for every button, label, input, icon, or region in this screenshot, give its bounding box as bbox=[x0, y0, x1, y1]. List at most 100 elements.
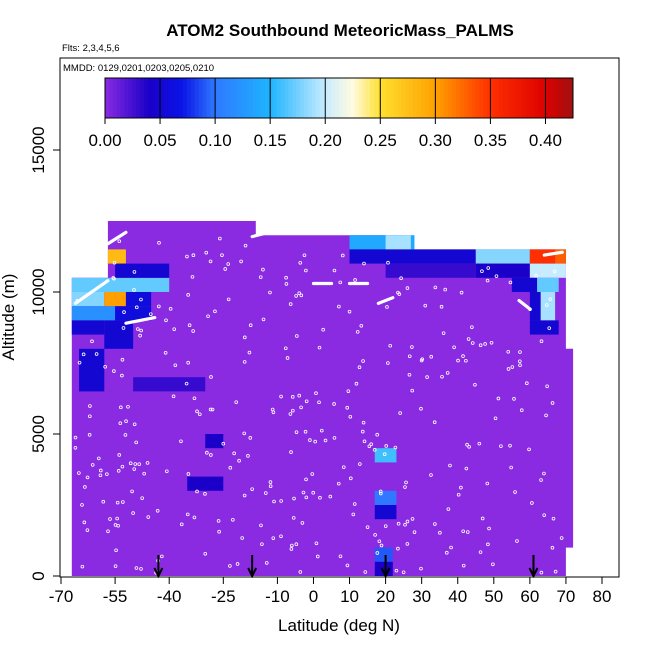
sample-point bbox=[139, 328, 143, 333]
colorbar-tick-label: 0.30 bbox=[419, 131, 452, 150]
sample-point bbox=[545, 384, 549, 389]
heatmap-cell bbox=[537, 277, 559, 292]
sample-point bbox=[317, 400, 321, 405]
sample-point bbox=[118, 421, 123, 426]
sample-point bbox=[336, 481, 341, 486]
colorbar-segment bbox=[155, 78, 161, 118]
colorbar-segment bbox=[424, 78, 430, 118]
heatmap-cell bbox=[529, 249, 556, 264]
sample-point bbox=[550, 545, 555, 550]
sample-point bbox=[208, 259, 213, 264]
sample-point bbox=[345, 405, 350, 410]
sample-point bbox=[195, 489, 199, 494]
sample-point bbox=[377, 539, 382, 544]
colorbar-segment bbox=[159, 78, 164, 118]
y-axis-label: Altitude (m) bbox=[0, 274, 18, 361]
sample-point bbox=[375, 551, 380, 555]
sample-point bbox=[299, 293, 304, 298]
sample-point bbox=[234, 400, 239, 404]
sample-point bbox=[288, 302, 293, 306]
sample-point bbox=[403, 522, 407, 527]
sample-point bbox=[112, 369, 116, 373]
heatmap-cell bbox=[71, 320, 105, 335]
sample-point bbox=[187, 323, 192, 327]
sample-point bbox=[90, 463, 95, 467]
sample-point bbox=[405, 519, 410, 524]
colorbar-segment bbox=[389, 78, 395, 118]
sample-point bbox=[237, 458, 241, 463]
x-tick-label: -40 bbox=[157, 587, 182, 606]
sample-point bbox=[346, 389, 351, 393]
colorbar-segment bbox=[288, 78, 293, 118]
sample-point bbox=[290, 543, 294, 548]
sample-point bbox=[452, 345, 456, 350]
flight-track bbox=[73, 279, 110, 305]
sample-point bbox=[461, 529, 465, 534]
heatmap-cell bbox=[374, 490, 397, 505]
sample-point bbox=[429, 354, 434, 359]
sample-point bbox=[518, 363, 522, 368]
colorbar-segment bbox=[541, 78, 547, 118]
colorbar-segment bbox=[342, 78, 348, 118]
sample-point bbox=[155, 508, 160, 513]
colorbar-segment bbox=[495, 78, 500, 118]
sample-point bbox=[137, 462, 141, 466]
sample-point bbox=[164, 318, 168, 323]
colorbar-segment bbox=[366, 78, 371, 118]
sample-point bbox=[128, 461, 133, 465]
x-tick-label: -10 bbox=[265, 587, 290, 606]
colorbar-segment bbox=[327, 78, 332, 118]
sample-point bbox=[396, 546, 400, 551]
sample-point bbox=[508, 443, 512, 448]
sample-point bbox=[553, 569, 558, 574]
sample-points bbox=[73, 230, 564, 575]
sample-point bbox=[106, 529, 110, 534]
sample-point bbox=[90, 339, 94, 344]
colorbar-segment bbox=[249, 78, 254, 118]
sample-point bbox=[113, 523, 118, 527]
sample-point bbox=[140, 496, 144, 500]
sample-point bbox=[185, 512, 190, 517]
sample-point bbox=[248, 323, 253, 327]
sample-point bbox=[552, 269, 557, 274]
sample-point bbox=[260, 542, 264, 546]
sample-point bbox=[438, 530, 442, 535]
sample-point bbox=[85, 528, 90, 532]
colorbar-segment bbox=[179, 78, 184, 118]
sample-point bbox=[124, 419, 128, 423]
sample-point bbox=[456, 492, 461, 497]
sample-point bbox=[81, 352, 86, 357]
sample-point bbox=[464, 466, 469, 471]
colorbar-segment bbox=[105, 78, 110, 118]
sample-point bbox=[440, 374, 444, 379]
heatmap-cell bbox=[125, 292, 152, 307]
heatmap-cell bbox=[511, 277, 538, 292]
sample-point bbox=[116, 469, 121, 473]
flight-track bbox=[250, 232, 265, 239]
colorbar-segment bbox=[202, 78, 207, 118]
x-tick-label: 60 bbox=[520, 587, 539, 606]
sample-point bbox=[259, 523, 263, 528]
plot-frame bbox=[59, 57, 620, 578]
heatmap-cell bbox=[529, 263, 566, 278]
down-arrow-head bbox=[380, 567, 391, 579]
sample-point bbox=[446, 507, 451, 511]
sample-point bbox=[362, 439, 367, 444]
sample-point bbox=[315, 554, 320, 559]
colorbar-segment bbox=[452, 78, 457, 118]
sample-point bbox=[386, 260, 390, 265]
heatmap-cell bbox=[205, 434, 224, 449]
sample-point bbox=[210, 407, 215, 412]
sample-point bbox=[101, 499, 106, 504]
sample-point bbox=[313, 439, 317, 444]
sample-point bbox=[248, 436, 253, 440]
colorbar-segment bbox=[124, 78, 129, 118]
sample-point bbox=[218, 236, 222, 241]
colorbar-segment bbox=[518, 78, 523, 118]
sample-point bbox=[464, 358, 468, 363]
sample-point bbox=[261, 317, 266, 322]
colorbar-segment bbox=[296, 78, 301, 118]
sample-point bbox=[382, 452, 387, 457]
colorbar-segment bbox=[171, 78, 176, 118]
sample-point bbox=[121, 326, 126, 330]
